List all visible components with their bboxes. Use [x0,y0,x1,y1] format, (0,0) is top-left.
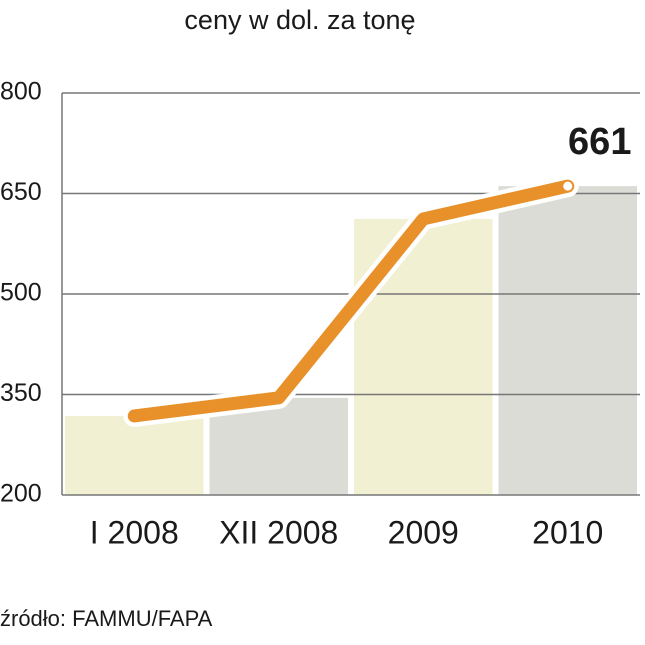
value-label: 661 [568,121,631,163]
bar [498,186,637,495]
x-tick-label: XII 2008 [219,514,338,550]
y-tick-label: 650 [0,178,42,206]
end-point [563,181,573,191]
source: źródło: FAMMU/FAPA [0,606,213,631]
x-tick-label: 2010 [532,514,603,550]
x-tick-label: 2009 [388,514,459,550]
bar [354,218,493,495]
line [127,179,575,423]
x-tick-label: I 2008 [90,514,179,550]
bar [65,415,204,495]
chart-title: ceny w dol. za tonę [184,5,415,35]
y-tick-label: 800 [0,78,42,106]
y-tick-label: 500 [0,279,42,307]
y-tick-label: 200 [0,480,42,508]
y-tick-label: 350 [0,379,42,407]
